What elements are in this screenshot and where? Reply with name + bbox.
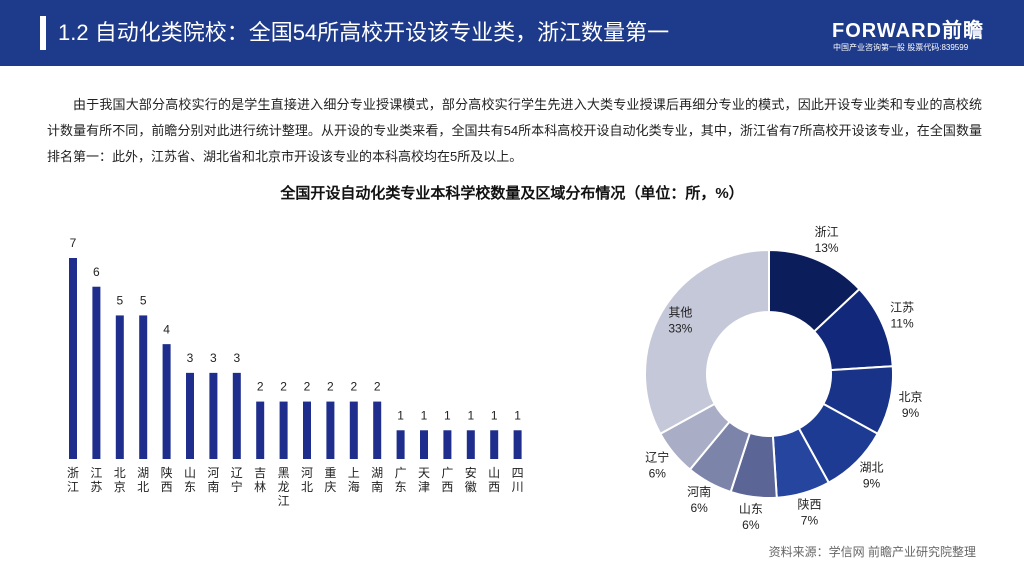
data-label: 4 (163, 322, 170, 336)
x-tick-label: 上海 (347, 466, 360, 494)
bar (303, 401, 311, 459)
chart-title: 全国开设自动化类专业本科学校数量及区域分布情况（单位：所，%） (280, 185, 744, 202)
slice-category: 浙江 (815, 225, 839, 239)
x-tick-label: 吉林 (254, 466, 267, 494)
data-label: 7 (70, 236, 77, 250)
data-label: 2 (280, 380, 287, 394)
x-tick-label: 天津 (417, 466, 430, 494)
slice-category: 山东 (739, 502, 763, 516)
slice-value: 33% (668, 322, 692, 336)
bar (186, 372, 194, 459)
data-label: 3 (210, 351, 217, 365)
slice-value: 6% (690, 501, 708, 515)
x-tick-label: 广东 (394, 466, 407, 494)
title-accent (40, 16, 46, 50)
data-label: 1 (491, 408, 498, 422)
slice-category: 江苏 (890, 301, 914, 315)
data-label: 2 (374, 380, 381, 394)
logo-subtitle: 中国产业咨询第一股 股票代码:839599 (833, 43, 969, 52)
data-label: 1 (514, 408, 521, 422)
bar (326, 401, 335, 459)
bar (139, 315, 148, 459)
bar (256, 401, 265, 459)
slide-title: 1.2 自动化类院校：全国54所高校开设该专业类，浙江数量第一 (58, 20, 670, 45)
slice-value: 6% (649, 467, 667, 481)
bar (513, 430, 522, 459)
bar (349, 401, 358, 459)
slice-value: 11% (891, 317, 914, 331)
bar (466, 430, 475, 459)
x-tick-label: 四川 (511, 466, 524, 494)
x-tick-label: 广西 (441, 466, 454, 494)
slice-category: 湖北 (860, 460, 884, 475)
data-label: 6 (93, 265, 100, 279)
slice-category: 河南 (687, 484, 711, 499)
data-label: 3 (187, 351, 194, 365)
slice-value: 7% (801, 513, 819, 527)
data-label: 2 (304, 380, 311, 394)
x-tick-label: 河北 (300, 466, 313, 494)
slice-category: 北京 (899, 390, 923, 404)
x-tick-label: 辽宁 (230, 466, 243, 494)
bar (115, 315, 124, 459)
source-note: 资料来源：学信网 前瞻产业研究院整理 (768, 545, 976, 559)
slice-category: 辽宁 (645, 450, 669, 465)
donut-slice (644, 248, 770, 436)
bar (490, 430, 499, 459)
bar (209, 372, 218, 459)
x-tick-label: 陕西 (160, 466, 173, 494)
x-tick-label: 江苏 (90, 466, 103, 494)
bar (92, 286, 101, 459)
slice-value: 13% (815, 241, 839, 255)
x-tick-label: 湖北 (137, 466, 150, 494)
bar (162, 344, 171, 459)
bar (373, 401, 382, 459)
slice-value: 9% (863, 477, 881, 491)
data-label: 2 (327, 380, 334, 394)
bar (396, 430, 405, 459)
x-tick-label: 安徽 (464, 466, 477, 494)
x-tick-label: 北京 (113, 466, 126, 494)
data-label: 2 (257, 380, 264, 394)
data-label: 1 (444, 408, 451, 422)
data-label: 5 (116, 294, 123, 308)
logo: FORWARD前瞻 (832, 20, 984, 42)
slice-category: 陕西 (797, 496, 821, 511)
bar (443, 430, 452, 459)
data-label: 1 (421, 408, 428, 422)
data-label: 1 (467, 408, 474, 422)
bar (420, 430, 428, 459)
data-label: 2 (350, 380, 357, 394)
data-label: 1 (397, 408, 404, 422)
paragraph: 由于我国大部分高校实行的是学生直接进入细分专业授课模式，部分高校实行学生先进入大… (47, 97, 982, 164)
header-band: 1.2 自动化类院校：全国54所高校开设该专业类，浙江数量第一 FORWARD前… (0, 0, 1024, 66)
bar (69, 258, 77, 459)
x-tick-label: 浙江 (66, 466, 79, 494)
x-tick-label: 重庆 (324, 466, 337, 494)
x-tick-label: 山西 (488, 466, 501, 494)
data-label: 5 (140, 294, 147, 308)
bar (279, 401, 288, 459)
bar (232, 372, 241, 459)
x-tick-label: 河南 (207, 466, 220, 494)
slice-value: 9% (902, 406, 920, 420)
x-tick-label: 湖南 (371, 466, 384, 494)
x-tick-label: 黑龙江 (277, 466, 290, 508)
slice-category: 其他 (668, 306, 692, 320)
slice-value: 6% (742, 518, 760, 532)
data-label: 3 (233, 351, 240, 365)
x-tick-label: 山东 (183, 466, 196, 494)
